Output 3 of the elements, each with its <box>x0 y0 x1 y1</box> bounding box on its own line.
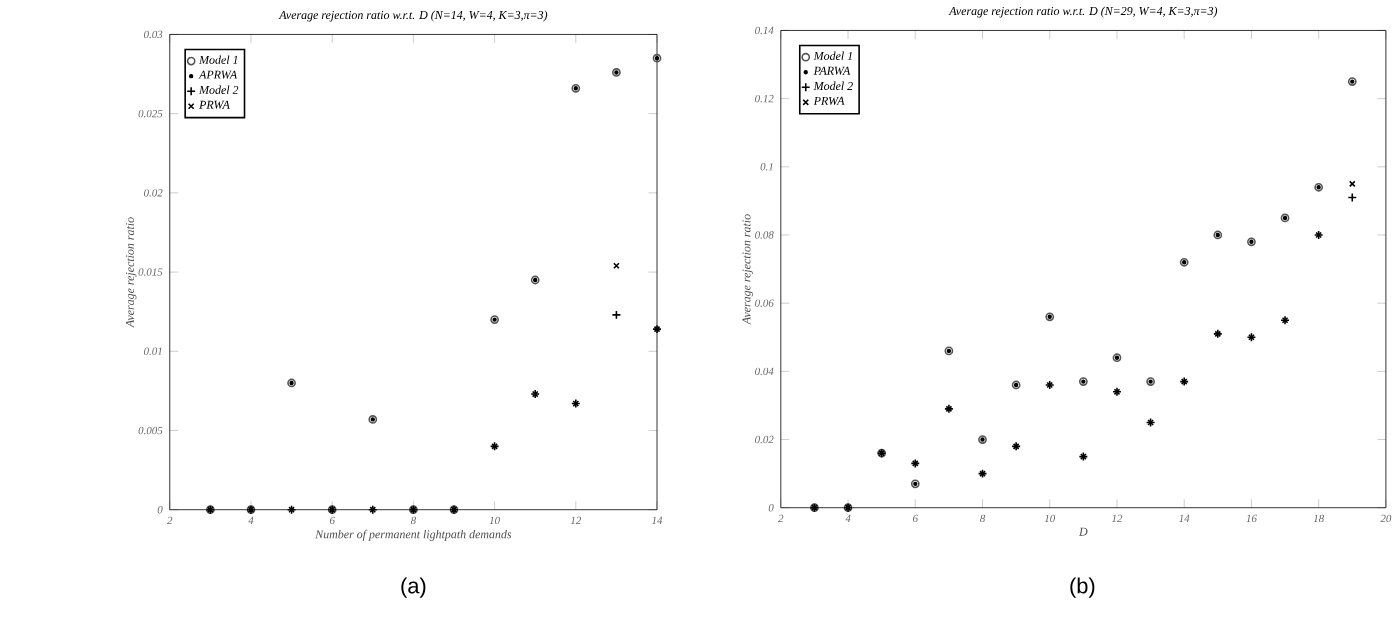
text: (a) <box>401 577 426 598</box>
point <box>1348 180 1356 188</box>
text: (b) <box>1070 577 1095 598</box>
